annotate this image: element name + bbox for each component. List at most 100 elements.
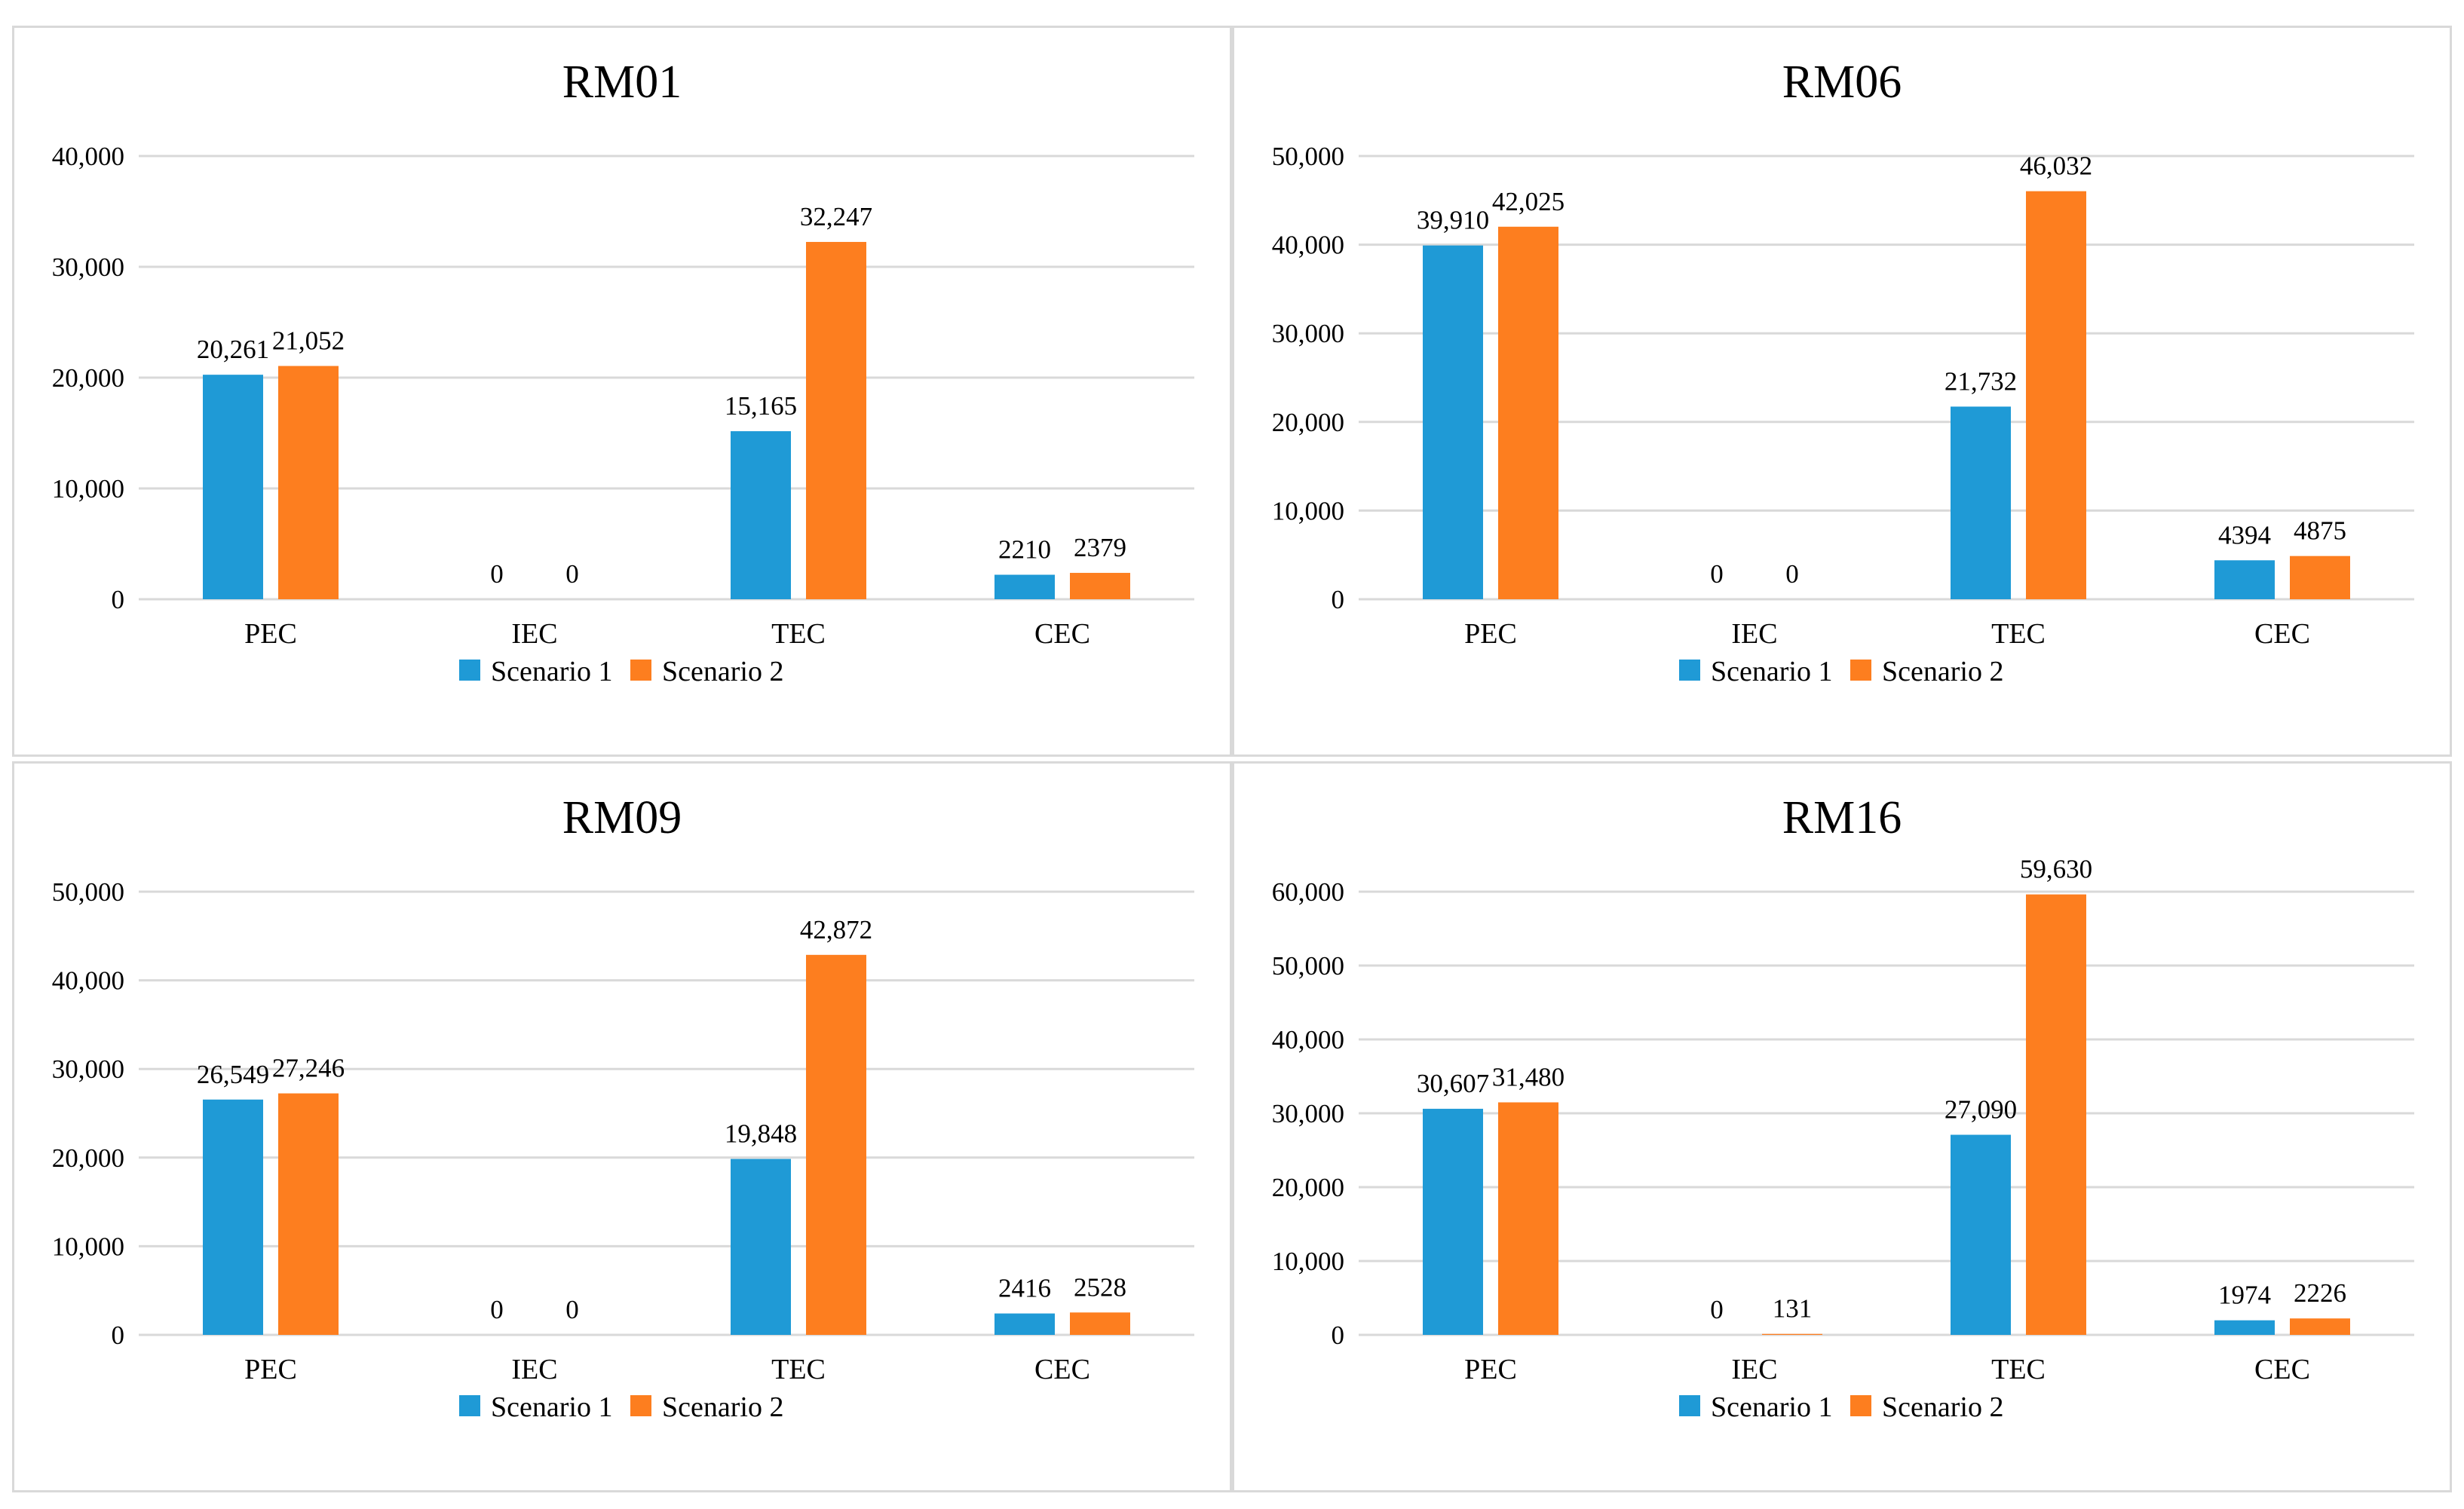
y-tick-label: 0	[112, 1321, 125, 1350]
x-tick-label: CEC	[2254, 618, 2310, 650]
chart-rm09: RM09 0 10,000 20,000 30,000 40,000 50,000 PEC 26…	[52, 792, 1194, 1423]
bar-scenario-2-cec	[2290, 556, 2350, 599]
x-tick-label: CEC	[1034, 618, 1090, 650]
y-tick-label: 20,000	[52, 1143, 124, 1173]
y-tick-label: 40,000	[52, 966, 124, 996]
data-label: 27,090	[1945, 1095, 2017, 1125]
bar-scenario-2-tec	[806, 241, 866, 599]
bar-scenario-1-pec	[1423, 1109, 1483, 1335]
legend-label-scenario-1: Scenario 1	[491, 1391, 612, 1423]
bar-scenario-2-pec	[278, 1093, 339, 1335]
legend-label-scenario-2: Scenario 2	[1882, 656, 2003, 687]
data-label: 42,025	[1492, 187, 1565, 216]
legend-label-scenario-2: Scenario 2	[662, 1391, 783, 1423]
bar-scenario-1-cec	[994, 574, 1055, 599]
bar-scenario-1-cec	[2214, 1320, 2275, 1335]
data-label: 2416	[998, 1274, 1051, 1303]
x-tick-label: IEC	[511, 1354, 557, 1385]
y-tick-label: 30,000	[1272, 319, 1344, 348]
chart-title-rm01: RM01	[562, 57, 682, 108]
bar-scenario-1-pec	[1423, 245, 1483, 599]
data-label: 31,480	[1492, 1062, 1565, 1091]
chart-panel-rm06: RM06 0 10,000 20,000 30,000 40,000 50,000 PEC 39…	[1232, 26, 2452, 757]
data-label: 32,247	[800, 202, 872, 231]
y-tick-label: 30,000	[52, 253, 124, 282]
bar-scenario-1-cec	[2214, 560, 2275, 599]
bar-scenario-2-pec	[1498, 1102, 1558, 1335]
data-label: 4394	[2218, 520, 2271, 549]
y-tick-label: 50,000	[1272, 951, 1344, 981]
data-label: 2528	[1074, 1272, 1126, 1302]
data-label: 2210	[998, 535, 1051, 565]
data-label: 42,872	[800, 915, 872, 944]
chart-rm06: RM06 0 10,000 20,000 30,000 40,000 50,000 PEC 39…	[1272, 57, 2414, 687]
y-tick-label: 0	[112, 585, 125, 614]
x-tick-label: CEC	[1034, 1354, 1090, 1385]
y-tick-label: 10,000	[52, 1232, 124, 1261]
bar-scenario-2-cec	[1070, 1312, 1130, 1335]
x-tick-label: IEC	[511, 618, 557, 650]
legend-swatch-scenario-2	[1850, 660, 1871, 681]
chart-title-rm09: RM09	[562, 792, 682, 843]
y-tick-label: 60,000	[1272, 877, 1344, 907]
y-tick-label: 20,000	[1272, 1173, 1344, 1202]
x-tick-label: PEC	[244, 618, 297, 650]
data-label: 27,246	[272, 1054, 345, 1083]
bar-scenario-2-tec	[2026, 191, 2086, 599]
data-label: 19,848	[725, 1119, 797, 1149]
x-tick-label: TEC	[1991, 1354, 2046, 1385]
y-tick-label: 40,000	[52, 142, 124, 171]
legend-swatch-scenario-1	[1679, 660, 1700, 681]
data-label: 26,549	[197, 1060, 269, 1089]
data-label: 30,607	[1417, 1069, 1489, 1098]
bar-scenario-2-pec	[278, 366, 339, 599]
data-label: 46,032	[2020, 152, 2092, 181]
bar-scenario-1-pec	[203, 375, 263, 599]
bar-scenario-1-pec	[203, 1099, 263, 1335]
x-tick-label: TEC	[771, 618, 826, 650]
legend-swatch-scenario-1	[1679, 1395, 1700, 1416]
legend-label-scenario-1: Scenario 1	[1711, 1391, 1832, 1423]
data-label: 20,261	[197, 335, 269, 364]
y-tick-label: 30,000	[52, 1054, 124, 1084]
legend-swatch-scenario-2	[1850, 1395, 1871, 1416]
bar-scenario-1-tec	[1951, 1134, 2011, 1335]
bar-scenario-2-tec	[2026, 894, 2086, 1335]
data-label: 21,732	[1945, 366, 2017, 396]
y-tick-label: 10,000	[1272, 496, 1344, 525]
bar-scenario-1-tec	[731, 1159, 791, 1335]
data-label: 131	[1773, 1294, 1813, 1324]
data-label: 0	[1710, 1295, 1724, 1324]
bar-scenario-1-tec	[731, 431, 791, 599]
data-label: 0	[565, 1295, 579, 1324]
legend-label-scenario-1: Scenario 1	[1711, 656, 1832, 687]
data-label: 0	[565, 559, 579, 589]
chart-rm01: RM01 0 10,000 20,000 30,000 40,000 PEC 20,261 21…	[52, 57, 1194, 687]
data-label: 0	[490, 1295, 504, 1324]
legend-label-scenario-2: Scenario 2	[1882, 1391, 2003, 1423]
y-tick-label: 10,000	[52, 474, 124, 504]
bar-scenario-2-tec	[806, 954, 866, 1335]
x-tick-label: PEC	[1464, 618, 1517, 650]
legend-swatch-scenario-2	[630, 1395, 651, 1416]
data-label: 21,052	[272, 326, 345, 356]
chart-title-rm06: RM06	[1782, 57, 1902, 108]
chart-title-rm16: RM16	[1782, 792, 1902, 843]
x-tick-label: IEC	[1731, 1354, 1777, 1385]
y-tick-label: 0	[1332, 1321, 1345, 1350]
bar-scenario-2-pec	[1498, 226, 1558, 599]
data-label: 1974	[2218, 1281, 2271, 1310]
y-tick-label: 10,000	[1272, 1247, 1344, 1276]
bar-scenario-1-tec	[1951, 406, 2011, 599]
x-tick-label: IEC	[1731, 618, 1777, 650]
data-label: 2379	[1074, 533, 1126, 562]
x-tick-label: CEC	[2254, 1354, 2310, 1385]
x-tick-label: TEC	[1991, 618, 2046, 650]
bar-scenario-2-cec	[1070, 573, 1130, 599]
x-tick-label: PEC	[244, 1354, 297, 1385]
x-tick-label: TEC	[771, 1354, 826, 1385]
data-label: 4875	[2294, 516, 2346, 546]
x-tick-label: PEC	[1464, 1354, 1517, 1385]
data-label: 0	[1710, 559, 1724, 589]
data-label: 59,630	[2020, 855, 2092, 884]
